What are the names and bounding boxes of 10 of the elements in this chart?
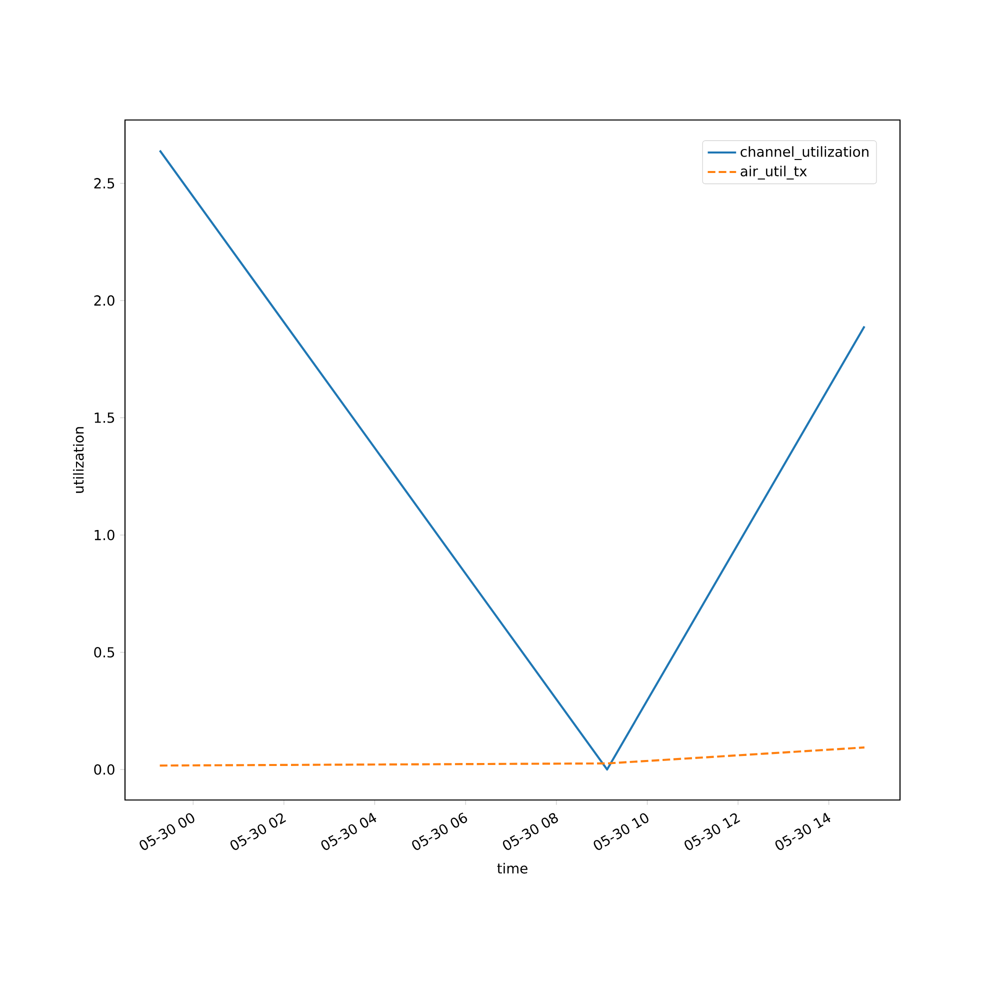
- y-tick-label: 2.5: [94, 178, 114, 189]
- y-tick-label: 0.5: [94, 647, 114, 658]
- y-tick-label: 1.5: [94, 412, 114, 423]
- legend-label: channel_utilization: [740, 146, 868, 160]
- y-tick-label: 1.0: [94, 530, 114, 540]
- legend-label: air_util_tx: [740, 166, 807, 180]
- y-tick-label: 2.0: [94, 295, 114, 306]
- y-tick-label: 0.0: [94, 764, 114, 775]
- x-axis-title: time: [497, 862, 528, 874]
- y-axis-title: utilization: [73, 427, 84, 493]
